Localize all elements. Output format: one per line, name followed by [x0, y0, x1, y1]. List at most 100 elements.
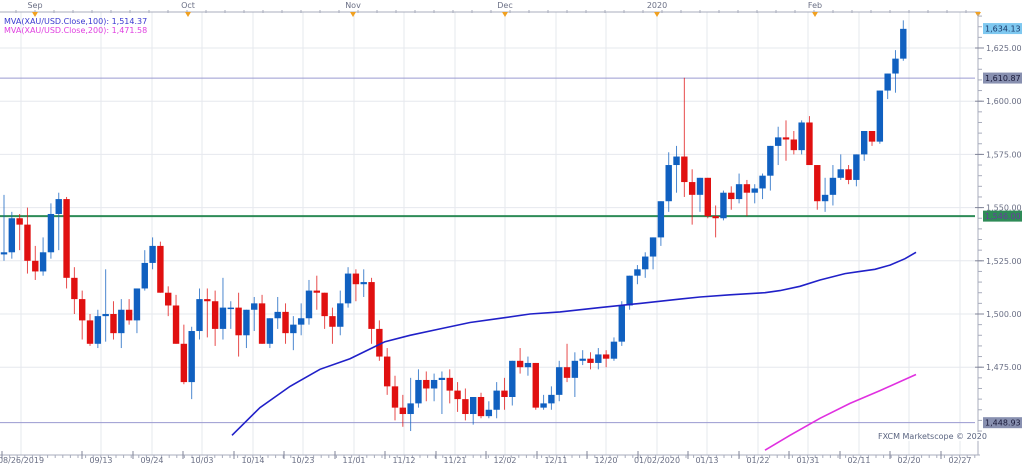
candle-down [814, 165, 821, 210]
candle-body [243, 309, 250, 336]
candle-body [571, 360, 579, 378]
candle-body [704, 177, 711, 217]
candle-up [649, 237, 657, 270]
candle-up [735, 173, 743, 204]
candle-body [235, 307, 242, 336]
candle-up [141, 250, 148, 291]
candle-up [243, 309, 250, 349]
candle-body [172, 305, 180, 344]
candle-up [829, 165, 837, 206]
candle-body [556, 367, 563, 395]
candle-down [71, 267, 78, 314]
candle-down [125, 299, 133, 325]
candle-body [868, 130, 876, 142]
period-marker-icon [502, 12, 508, 17]
candle-body [751, 188, 758, 193]
candle-body [837, 169, 844, 178]
candle-down [681, 77, 688, 197]
period-marker-icon [654, 12, 660, 17]
price-tag-label: 1,610.87 [985, 74, 1021, 83]
candle-down [110, 301, 117, 340]
candle-up [759, 173, 766, 200]
candle-up [227, 301, 234, 329]
candle-down [157, 241, 164, 293]
candle-body [509, 360, 516, 397]
candle-down [563, 343, 571, 383]
candle-down [446, 369, 453, 404]
candle-body [548, 394, 555, 404]
candle-body [587, 358, 594, 363]
candle-body [642, 256, 649, 270]
top-axis-label: Oct [181, 1, 195, 10]
candle-body [274, 311, 281, 319]
top-axis-label: Sep [27, 1, 42, 10]
candle-body [454, 390, 461, 400]
candle-body [485, 409, 493, 417]
candle-down [86, 314, 94, 346]
watermark: FXCM Marketscope © 2020 [876, 432, 989, 441]
candle-body [258, 303, 266, 344]
candle-up [149, 237, 156, 270]
bottom-axis-label: 11/12 [392, 456, 415, 465]
candle-body [63, 199, 70, 278]
candle-body [735, 184, 743, 200]
candle-body [0, 252, 8, 255]
candle-body [227, 307, 234, 310]
price-tags: 1,634.13 1,610.87 1,546.00 1,448.93 [983, 23, 1022, 429]
price-tag-label: 1,546.00 [985, 212, 1021, 221]
candle-down [868, 130, 876, 146]
candle-up [290, 316, 297, 351]
candle-up [876, 90, 884, 144]
candle-down [728, 186, 735, 210]
candle-up [438, 371, 446, 415]
period-marker-icon [350, 12, 356, 17]
bottom-axis-label: 09/24 [140, 456, 163, 465]
candle-body [806, 122, 813, 166]
candle-down [782, 120, 790, 161]
candle-up [337, 290, 344, 336]
candle-body [540, 403, 547, 408]
candle-down [258, 294, 266, 344]
candle-body [681, 156, 688, 183]
top-axis-label: Dec [497, 1, 512, 10]
bottom-axis-label: 01/13 [695, 456, 718, 465]
candle-up [900, 20, 907, 61]
candle-down [368, 277, 375, 344]
candle-up [251, 296, 258, 332]
candle-body [8, 218, 16, 253]
candle-body [297, 318, 305, 325]
candle-up [188, 326, 195, 400]
candle-body [321, 292, 328, 317]
candle-down [313, 275, 320, 310]
candle-up [219, 277, 227, 340]
candle-up [39, 237, 47, 276]
candle-down [790, 130, 798, 155]
candle-body [532, 362, 539, 408]
bottom-axis-label: 02/11 [847, 456, 870, 465]
price-tag [983, 72, 1022, 84]
candle-body [696, 177, 704, 195]
candle-body [337, 303, 344, 327]
candle-up [118, 299, 125, 349]
candle-body [688, 182, 696, 195]
candle-up [798, 120, 805, 155]
bottom-axis-label: 01/22 [746, 456, 769, 465]
candle-body [157, 245, 164, 293]
candle-down [602, 350, 610, 368]
bottom-axis-label: 11/21 [443, 456, 466, 465]
candle-body [423, 379, 430, 389]
candle-down [501, 377, 508, 410]
candle-up [853, 154, 860, 187]
candle-body [407, 403, 414, 415]
price-axis-label: 1,550.00 [986, 204, 1022, 213]
indicator-legend: MVA(XAU/USD.Close,100): 1,514.37 MVA(XAU… [4, 17, 147, 35]
candle-up [8, 211, 16, 259]
candle-down [321, 292, 328, 329]
moving-average-line [231, 251, 917, 436]
candle-body [391, 386, 399, 408]
candle-body [149, 245, 156, 263]
period-marker-icon [32, 12, 38, 17]
candle-body [728, 192, 735, 200]
candle-body [266, 318, 274, 344]
